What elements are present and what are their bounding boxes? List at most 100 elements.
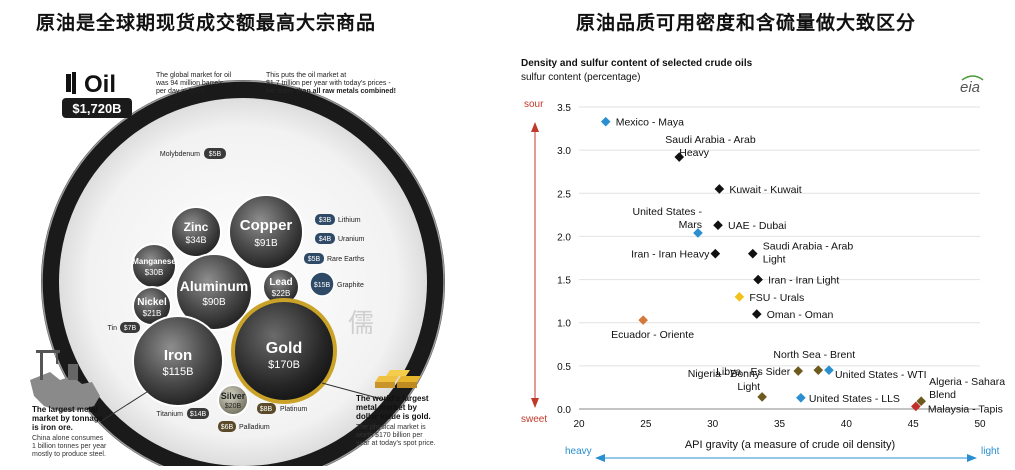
point-mexico-maya	[600, 116, 611, 127]
svg-text:$5B: $5B	[308, 256, 321, 263]
x-tick-label: 35	[774, 419, 786, 430]
item-platinum: $8B Platinum	[257, 403, 307, 414]
right-header: 原油品质可用密度和含硫量做大致区分	[576, 12, 917, 34]
sweet-label: sweet	[521, 414, 547, 425]
svg-text:Silver: Silver	[221, 391, 246, 401]
point-saudi-arabia-arab-light	[747, 248, 758, 259]
svg-text:$6B: $6B	[221, 424, 234, 431]
svg-text:$21B: $21B	[143, 309, 162, 318]
x-tick-label: 40	[841, 419, 853, 430]
svg-text:Tin: Tin	[108, 325, 118, 332]
commodity-infographic: Oil $1,720B The global market for oil wa…	[0, 50, 505, 470]
crude-oil-scatter-chart: Density and sulfur content of selected c…	[515, 52, 1015, 466]
item-rare-earths: $5B Rare Earths	[304, 253, 365, 264]
svg-text:$91B: $91B	[254, 238, 278, 249]
item-tin: Tin $7B	[108, 322, 140, 333]
svg-text:Rare Earths: Rare Earths	[327, 256, 365, 263]
heavy-label: heavy	[565, 446, 592, 457]
svg-text:Lithium: Lithium	[338, 217, 361, 224]
commodity-bubble-graphic: Oil $1,720B The global market for oil wa…	[30, 71, 445, 470]
point-uae-dubai	[713, 220, 723, 231]
point-label-united-states-wti: United States - WTI	[835, 369, 927, 381]
point-label-united-states-mars: United States -Mars	[633, 206, 703, 231]
x-tick-label: 45	[908, 419, 920, 430]
svg-text:$20B: $20B	[225, 403, 242, 410]
y-axis-label: sulfur content (percentage)	[521, 72, 641, 83]
x-axis-label: API gravity (a measure of crude oil dens…	[685, 439, 895, 451]
point-nigeria-bonny-light	[757, 392, 767, 402]
sour-label: sour	[524, 99, 544, 110]
svg-text:Titanium: Titanium	[156, 411, 183, 418]
item-uranium: $4B Uranium	[315, 233, 365, 244]
bubble-copper: Copper $91B	[228, 194, 304, 270]
item-graphite: $15B Graphite	[309, 271, 364, 297]
gold-note-heading: The world's largest metal market by doll…	[356, 394, 431, 421]
point-label-nigeria-bonny-light: Nigeria - Bonny Light	[688, 368, 761, 393]
item-lithium: $3B Lithium	[315, 214, 361, 225]
y-tick-label: 1.0	[557, 319, 571, 330]
gold-note-body: The physical market is worth $170 billio…	[355, 424, 436, 447]
point-label-north-sea-brent: North Sea - Brent	[773, 349, 855, 361]
point-label-oman-oman: Oman - Oman	[767, 309, 834, 321]
y-tick-label: 1.5	[557, 276, 571, 287]
point-libya-es-sider	[793, 366, 804, 376]
oil-value: $1,720B	[72, 101, 121, 116]
bubble-iron: Iron $115B	[132, 315, 224, 407]
small-commodities: Molybdenum $5B $3B Lithium $4B Uranium $…	[108, 148, 365, 432]
svg-text:$34B: $34B	[185, 235, 206, 245]
y-tick-label: 0.5	[557, 362, 571, 373]
svg-text:Aluminum: Aluminum	[180, 278, 248, 294]
point-label-iran-iran-light: Iran - Iran Light	[768, 275, 839, 287]
point-united-states-lls	[796, 392, 806, 403]
x-tick-label: 25	[640, 419, 652, 430]
svg-text:Manganese: Manganese	[132, 257, 176, 266]
y-tick-label: 2.5	[557, 189, 571, 200]
scatter-plot: Density and sulfur content of selected c…	[521, 58, 1005, 462]
point-label-algeria-sahara-blend: Algeria - Sahara Blend	[929, 376, 1005, 401]
point-label-fsu-urals: FSU - Urals	[749, 292, 804, 304]
x-tick-label: 50	[974, 419, 986, 430]
svg-text:$5B: $5B	[209, 151, 222, 158]
watermark-glyph: 儒	[348, 308, 374, 338]
point-label-libya-es-sider: Libya - Es Sider	[716, 366, 791, 378]
point-fsu-urals	[734, 292, 745, 302]
svg-text:Gold: Gold	[266, 340, 302, 357]
light-label: light	[981, 446, 1000, 457]
svg-text:Iron: Iron	[164, 347, 192, 364]
svg-text:$8B: $8B	[260, 406, 273, 413]
point-label-kuwait-kuwait: Kuwait - Kuwait	[729, 184, 801, 196]
svg-text:$30B: $30B	[145, 268, 164, 277]
svg-text:Uranium: Uranium	[338, 236, 365, 243]
oil-note-1: The global market for oil was 94 million…	[155, 72, 233, 95]
point-label-ecuador-oriente: Ecuador - Oriente	[611, 329, 694, 341]
svg-text:Zinc: Zinc	[184, 220, 209, 234]
svg-text:$115B: $115B	[163, 366, 194, 378]
svg-text:$22B: $22B	[272, 289, 291, 298]
item-palladium: $6B Palladium	[218, 421, 270, 432]
left-header: 原油是全球期现货成交额最高大宗商品	[36, 12, 377, 34]
grid-layer	[579, 106, 980, 410]
svg-text:Molybdenum: Molybdenum	[160, 151, 200, 158]
y-tick-label: 3.5	[557, 103, 571, 114]
eia-logo-swoosh	[961, 75, 984, 81]
svg-text:$90B: $90B	[202, 297, 226, 308]
item-titanium: Titanium $14B	[156, 408, 209, 419]
chart-title: Density and sulfur content of selected c…	[521, 58, 753, 69]
iron-note-heading: The largest metal market by tonnage is i…	[32, 405, 105, 432]
y-tick-label: 2.0	[557, 232, 571, 243]
point-iran-iran-light	[753, 274, 763, 285]
svg-text:$4B: $4B	[319, 236, 332, 243]
iron-note-body: China alone consumes 1 billion tonnes pe…	[32, 435, 108, 458]
point-label-mexico-maya: Mexico - Maya	[616, 117, 684, 129]
point-label-uae-dubai: UAE - Dubai	[728, 220, 786, 232]
svg-text:$170B: $170B	[268, 359, 300, 371]
svg-text:$3B: $3B	[319, 217, 332, 224]
tick-layer: 0.0 0.5 1.0 1.5 2.0 2.5 3.0 3.5 20 25 30 35 40 45 50	[557, 103, 986, 430]
point-iran-iran-heavy	[710, 248, 721, 259]
x-tick-label: 30	[707, 419, 719, 430]
svg-text:$14B: $14B	[190, 411, 207, 418]
point-kuwait-kuwait	[714, 184, 725, 194]
point-label-saudi-arabia-arab-light: Saudi Arabia - Arab Light	[763, 241, 854, 266]
point-ecuador-oriente	[638, 315, 648, 325]
point-label-iran-iran-heavy: Iran - Iran Heavy	[631, 249, 710, 261]
